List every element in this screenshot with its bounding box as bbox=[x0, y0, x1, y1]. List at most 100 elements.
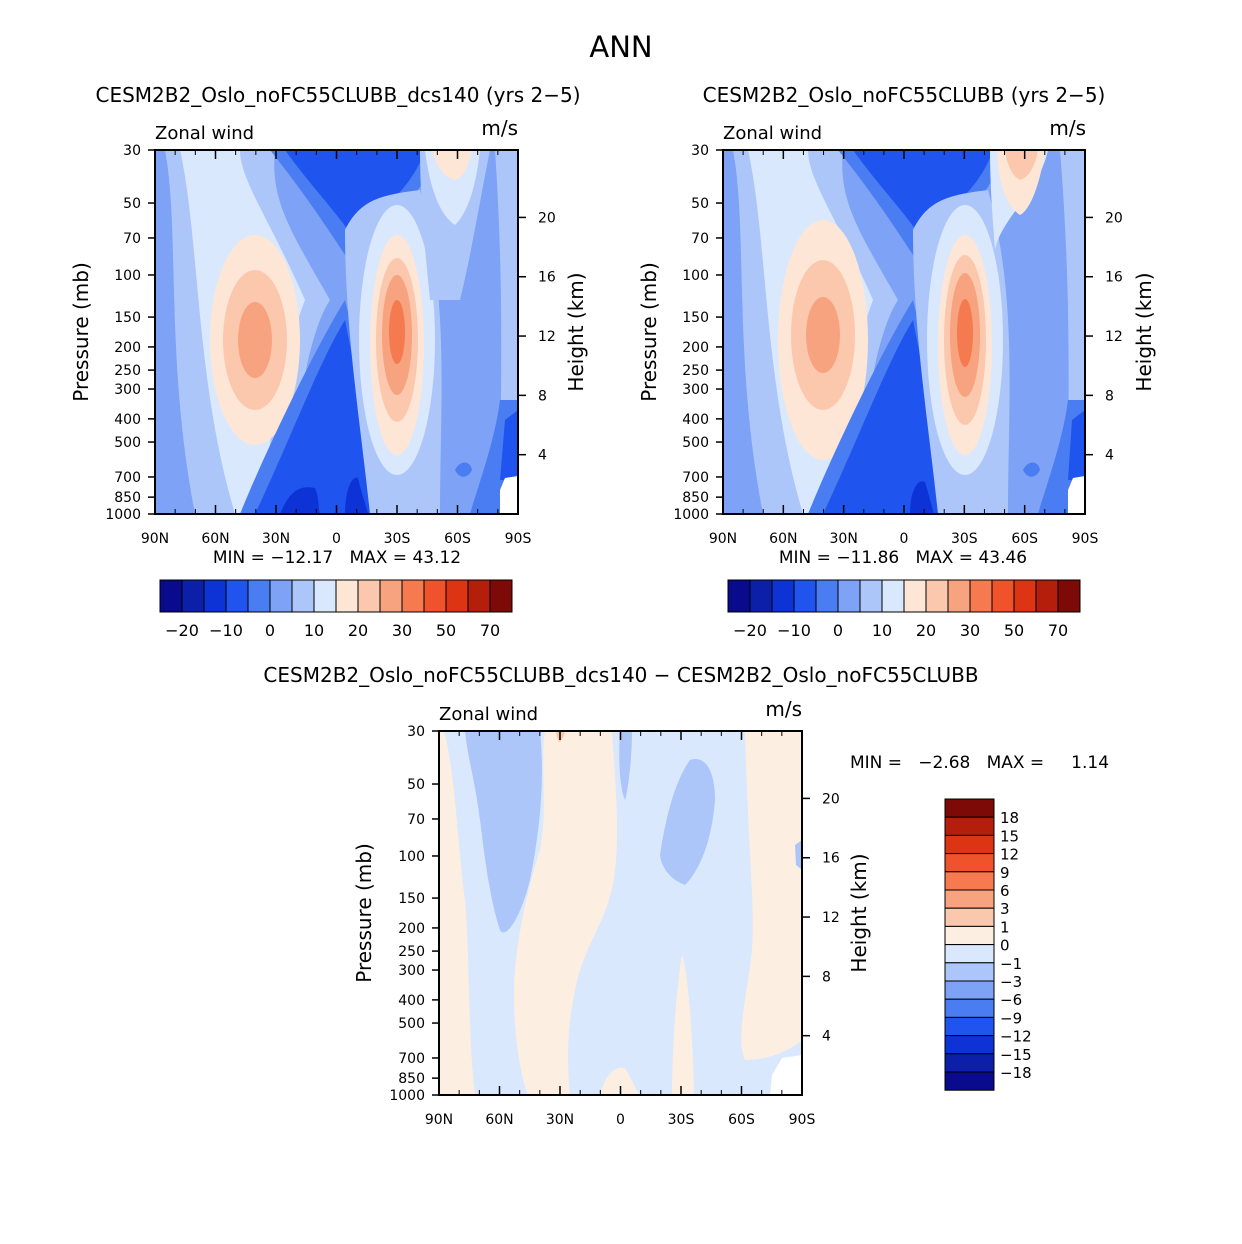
panel-2-title: CESM2B2_Oslo_noFC55CLUBB (yrs 2−5) bbox=[703, 83, 1106, 107]
p1-band bbox=[500, 476, 518, 514]
p1-band bbox=[255, 320, 380, 514]
colorbar-swatch bbox=[291, 579, 315, 613]
x-tick-label: 30N bbox=[830, 531, 858, 547]
panel-1-title: CESM2B2_Oslo_noFC55CLUBB_dcs140 (yrs 2−5… bbox=[96, 83, 581, 107]
diff-y2label: Height (km) bbox=[847, 853, 871, 972]
colorbar-label: 10 bbox=[872, 621, 892, 640]
y2-tick-label: 20 bbox=[1105, 210, 1123, 226]
p1-jet bbox=[238, 302, 272, 378]
colorbar-swatch bbox=[379, 579, 403, 613]
panel-2-units: m/s bbox=[1049, 116, 1086, 140]
colorbar-swatch bbox=[357, 579, 381, 613]
p2-band bbox=[910, 481, 934, 514]
y2-tick-label: 16 bbox=[1105, 270, 1123, 286]
d-band bbox=[619, 731, 632, 800]
x-tick-label: 60S bbox=[444, 531, 471, 547]
colorbar-label: −20 bbox=[165, 621, 199, 640]
x-tick-label: 90N bbox=[141, 531, 169, 547]
panel-1-units: m/s bbox=[481, 116, 518, 140]
colorbar-swatch bbox=[944, 853, 995, 873]
y-tick-label: 300 bbox=[114, 382, 141, 398]
colorbar-label: 20 bbox=[348, 621, 368, 640]
y2-tick-label: 4 bbox=[1105, 448, 1114, 464]
colorbar-swatch bbox=[1035, 579, 1059, 613]
p1-band bbox=[285, 150, 425, 240]
colorbar-label: −3 bbox=[1000, 973, 1022, 991]
x-tick-label: 30N bbox=[546, 1112, 574, 1128]
colorbar-label: 1 bbox=[1000, 918, 1010, 936]
x-tick-label: 0 bbox=[332, 531, 341, 547]
y-tick-label: 700 bbox=[682, 470, 709, 486]
colorbar-swatch bbox=[903, 579, 927, 613]
panel-2-contours bbox=[723, 150, 1085, 514]
d-band bbox=[672, 955, 694, 1095]
panel-1-colorbar: −20 −10 0 10 20 30 50 70 bbox=[159, 579, 513, 640]
y-tick-label: 150 bbox=[398, 891, 425, 907]
y2-tick-label: 16 bbox=[538, 270, 556, 286]
colorbar-label: 70 bbox=[1048, 621, 1068, 640]
y2-tick-label: 8 bbox=[1105, 388, 1114, 404]
colorbar-swatch bbox=[489, 579, 513, 613]
y2-tick-label: 4 bbox=[822, 1029, 831, 1045]
colorbar-swatch bbox=[1057, 579, 1081, 613]
y-tick-label: 200 bbox=[682, 340, 709, 356]
y-tick-label: 30 bbox=[691, 143, 709, 159]
panel-2-ylabel: Pressure (mb) bbox=[637, 262, 661, 402]
x-tick-label: 60N bbox=[485, 1112, 513, 1128]
colorbar-swatch bbox=[225, 579, 249, 613]
diff-contours bbox=[439, 731, 802, 1095]
y-tick-label: 70 bbox=[691, 231, 709, 247]
colorbar-swatch bbox=[467, 579, 491, 613]
colorbar-swatch bbox=[771, 579, 795, 613]
colorbar-label: 50 bbox=[1004, 621, 1024, 640]
y-tick-label: 250 bbox=[398, 944, 425, 960]
diff-ylabel: Pressure (mb) bbox=[352, 843, 376, 983]
y-tick-label: 400 bbox=[682, 412, 709, 428]
colorbar-label: 18 bbox=[1000, 809, 1019, 827]
y-tick-label: 50 bbox=[407, 777, 425, 793]
panel-2-y2label: Height (km) bbox=[1132, 272, 1156, 391]
d-band bbox=[660, 759, 715, 885]
y-tick-label: 300 bbox=[398, 963, 425, 979]
y2-tick-label: 12 bbox=[1105, 329, 1123, 345]
colorbar-swatch bbox=[944, 998, 995, 1018]
y-tick-label: 500 bbox=[114, 435, 141, 451]
y-tick-label: 70 bbox=[123, 231, 141, 247]
x-tick-label: 60N bbox=[769, 531, 797, 547]
colorbar-label: −12 bbox=[1000, 1028, 1032, 1046]
colorbar-label: 15 bbox=[1000, 827, 1019, 845]
colorbar-swatch bbox=[944, 980, 995, 1000]
y-tick-label: 30 bbox=[407, 724, 425, 740]
d-band bbox=[770, 1055, 802, 1095]
y-tick-label: 850 bbox=[682, 490, 709, 506]
p2-band bbox=[1023, 462, 1040, 477]
colorbar-label: −18 bbox=[1000, 1064, 1032, 1082]
colorbar-swatch bbox=[203, 579, 227, 613]
d-band bbox=[513, 731, 618, 1095]
x-tick-label: 90S bbox=[1072, 531, 1099, 547]
y-tick-label: 500 bbox=[398, 1016, 425, 1032]
panel-1: CESM2B2_Oslo_noFC55CLUBB_dcs140 (yrs 2−5… bbox=[69, 83, 588, 640]
colorbar-label: −1 bbox=[1000, 955, 1022, 973]
colorbar-label: −10 bbox=[777, 621, 811, 640]
y-tick-label: 250 bbox=[114, 363, 141, 379]
colorbar-label: 30 bbox=[392, 621, 412, 640]
panel-1-stats: MIN = −12.17 MAX = 43.12 bbox=[213, 548, 461, 568]
y-tick-label: 50 bbox=[123, 196, 141, 212]
p1-jet bbox=[389, 300, 405, 364]
d-band bbox=[465, 731, 542, 933]
p2-band bbox=[823, 320, 948, 514]
colorbar-label: 0 bbox=[833, 621, 843, 640]
y2-tick-label: 8 bbox=[538, 388, 547, 404]
p1-band bbox=[455, 462, 472, 477]
colorbar-label: 50 bbox=[436, 621, 456, 640]
colorbar-label: −10 bbox=[209, 621, 243, 640]
colorbar-swatch bbox=[159, 579, 183, 613]
y-tick-label: 1000 bbox=[105, 507, 141, 523]
diff-units: m/s bbox=[765, 697, 802, 721]
d-band bbox=[795, 840, 802, 870]
colorbar-label: 3 bbox=[1000, 900, 1010, 918]
